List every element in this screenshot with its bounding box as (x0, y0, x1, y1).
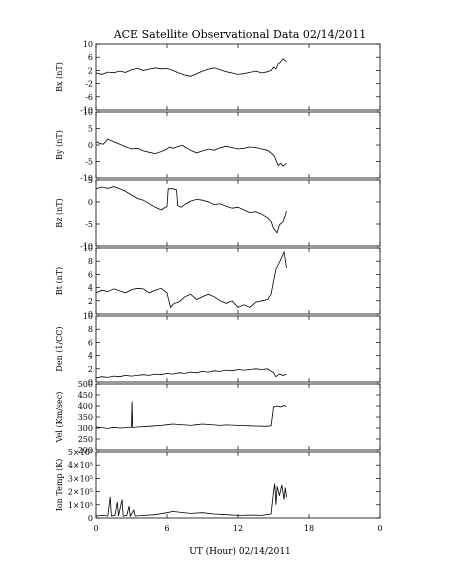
y-tick-label: 6 (88, 270, 93, 279)
panel-frame (95, 451, 381, 519)
series-line (95, 483, 287, 518)
panel-5: 10 8 6 4 2 0 Den (1/CC) (55, 312, 381, 387)
x-tick-label: 12 (233, 524, 243, 533)
y-tick-label: 5 (88, 176, 93, 185)
y-axis-label: Den (1/CC) (55, 326, 64, 371)
panel-7: 5×10⁵ 4×10⁵ 3×10⁵ 2×10⁵ 1×10⁵ 0 Ion Temp (K) (55, 448, 381, 523)
y-tick-label: -10 (80, 106, 93, 115)
y-tick-label: 4 (88, 284, 93, 293)
y-tick-label: 6 (88, 338, 93, 347)
y-tick-label: 5×10⁵ (68, 448, 93, 457)
x-tick-label: 18 (304, 524, 314, 533)
y-tick-label: -5 (85, 220, 93, 229)
x-tick-label: 6 (164, 524, 169, 533)
y-tick-label: -2 (85, 80, 93, 89)
y-tick-label: 10 (83, 244, 93, 253)
y-tick-label: 8 (88, 325, 93, 334)
series-line (95, 401, 287, 429)
panel-2: 10 5 0 -5 -10 By (nT) (55, 108, 381, 183)
x-axis-label: UT (Hour) 02/14/2011 (189, 546, 291, 557)
panel-3: 5 0 -5 -10 Bz (nT) (55, 176, 381, 251)
y-tick-label: 0 (88, 378, 93, 387)
y-tick-label: 10 (83, 312, 93, 321)
panel-4: 10 8 6 4 2 0 Bt (nT) (55, 244, 381, 319)
y-tick-label: 2 (88, 66, 93, 75)
y-tick-label: 200 (78, 446, 93, 455)
y-tick-label: 10 (83, 108, 93, 117)
series-line (95, 250, 287, 309)
y-tick-label: 500 (78, 380, 93, 389)
panel-frame (95, 383, 381, 451)
y-tick-label: 4×10⁵ (68, 461, 93, 470)
panel-1: 10 6 2 -2 -6 -10 Bx (nT) (55, 40, 381, 115)
y-tick-label: -10 (80, 174, 93, 183)
series-line (95, 368, 287, 379)
y-tick-label: 300 (78, 424, 93, 433)
panel-frame (95, 179, 381, 247)
series-line (95, 138, 287, 167)
x-tick-label: 0 (93, 524, 98, 533)
chart-title: ACE Satellite Observational Data 02/14/2… (113, 28, 367, 41)
y-tick-label: 4 (88, 352, 93, 361)
y-axis-label: Bx (nT) (55, 62, 64, 92)
y-tick-label: 10 (83, 40, 93, 49)
y-tick-label: 0 (88, 514, 93, 523)
y-axis-label: Bz (nT) (55, 198, 64, 227)
y-axis-label: Vel (Km/sec) (55, 392, 64, 444)
y-tick-label: 0 (88, 141, 93, 150)
series-line (95, 186, 287, 234)
panel-6: 500 450 400 350 300 250 200 Vel (Km/sec) (55, 380, 381, 455)
y-tick-label: -10 (80, 242, 93, 251)
y-tick-label: -5 (85, 158, 93, 167)
panel-frame (95, 247, 381, 315)
panel-stack: 10 6 2 -2 -6 -10 Bx (nT) 10 5 0 -5 -10 By (nT) 5 0 -5 -1… (55, 40, 383, 533)
y-tick-label: 2×10⁵ (68, 488, 93, 497)
series-line (95, 58, 287, 77)
panel-frame (95, 111, 381, 179)
y-axis-label: Ion Temp (K) (55, 459, 64, 512)
y-tick-label: 350 (78, 413, 93, 422)
panel-frame (95, 43, 381, 111)
y-tick-label: 8 (88, 257, 93, 266)
y-tick-label: 250 (78, 435, 93, 444)
y-tick-label: 3×10⁵ (68, 474, 93, 483)
y-tick-label: 5 (88, 125, 93, 134)
y-tick-label: 2 (88, 365, 93, 374)
y-tick-label: 2 (88, 297, 93, 306)
y-tick-label: 400 (78, 402, 93, 411)
y-tick-label: 0 (88, 310, 93, 319)
y-tick-label: -6 (85, 93, 93, 102)
y-tick-label: 0 (88, 198, 93, 207)
y-tick-label: 1×10⁵ (68, 501, 93, 510)
panel-frame (95, 315, 381, 383)
x-tick-label: 0 (377, 524, 382, 533)
y-tick-label: 6 (88, 53, 93, 62)
y-axis-label: Bt (nT) (55, 267, 64, 295)
y-axis-label: By (nT) (55, 130, 64, 160)
y-tick-label: 450 (78, 391, 93, 400)
